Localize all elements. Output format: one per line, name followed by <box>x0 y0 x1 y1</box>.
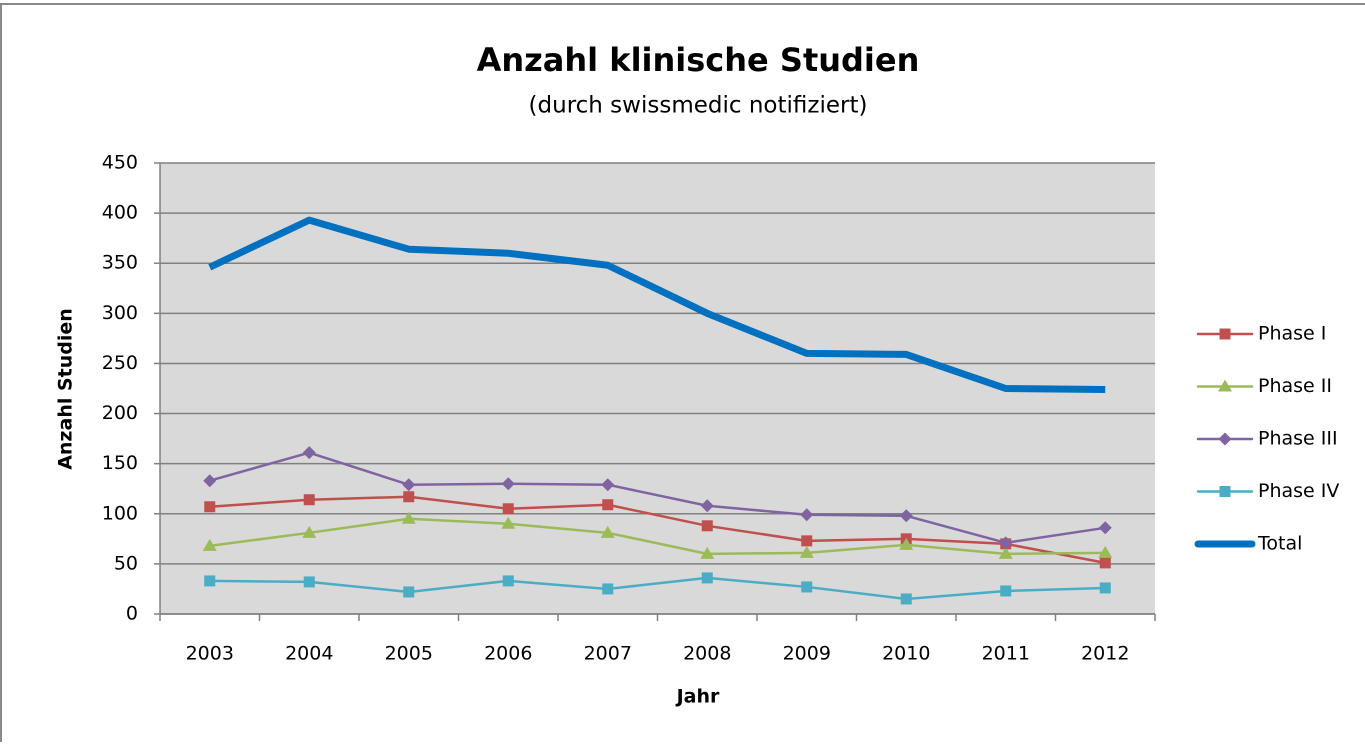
marker <box>601 478 615 492</box>
marker <box>899 509 913 523</box>
marker <box>799 545 814 558</box>
marker <box>1098 545 1113 558</box>
series-line <box>209 451 1106 545</box>
marker <box>501 477 515 491</box>
y-tick-label: 450 <box>102 152 138 174</box>
marker <box>502 503 514 515</box>
marker <box>1099 557 1111 569</box>
x-tick-label: 2007 <box>584 643 632 665</box>
marker <box>701 520 713 532</box>
marker <box>501 516 516 529</box>
series-line <box>209 495 1106 565</box>
marker <box>202 538 217 551</box>
marker <box>502 575 514 587</box>
chart-subtitle: (durch swissmedic notifiziert) <box>529 93 868 119</box>
y-axis-label: Anzahl Studien <box>55 308 77 470</box>
y-tick-label: 250 <box>102 352 138 374</box>
x-tick-label: 2010 <box>882 643 930 665</box>
y-tick-label: 350 <box>102 252 138 274</box>
x-tick-label: 2011 <box>982 643 1030 665</box>
marker <box>204 575 216 587</box>
marker <box>302 446 316 460</box>
marker <box>1219 486 1231 497</box>
y-tick-label: 50 <box>114 552 138 574</box>
marker <box>700 499 714 513</box>
marker <box>1218 432 1232 446</box>
marker <box>899 537 914 550</box>
legend-label: Total <box>1257 533 1302 555</box>
x-tick-label: 2006 <box>484 643 532 665</box>
chart-border <box>0 3 1365 746</box>
marker <box>403 586 415 598</box>
x-axis-label: Jahr <box>675 686 720 708</box>
marker <box>999 536 1013 550</box>
marker <box>1000 585 1012 597</box>
marker <box>602 583 614 595</box>
x-tick-label: 2004 <box>285 643 333 665</box>
series-line <box>209 576 1106 601</box>
y-tick-label: 300 <box>102 302 138 324</box>
marker <box>700 546 715 559</box>
y-tick-label: 400 <box>102 202 138 224</box>
marker <box>1099 582 1111 594</box>
marker <box>801 581 813 593</box>
marker <box>1219 328 1231 340</box>
marker <box>1098 521 1112 535</box>
marker <box>401 511 416 524</box>
marker <box>203 474 217 488</box>
x-tick-label: 2003 <box>186 643 234 665</box>
y-tick-label: 100 <box>102 502 138 524</box>
y-tick-label: 200 <box>102 402 138 424</box>
x-tick-label: 2008 <box>683 643 731 665</box>
legend-label: Phase II <box>1258 375 1332 397</box>
marker <box>302 525 317 538</box>
marker <box>600 525 615 538</box>
marker <box>701 572 713 584</box>
x-tick-label: 2009 <box>783 643 831 665</box>
series-line <box>208 216 1106 394</box>
marker <box>801 535 813 547</box>
x-tick-label: 2005 <box>385 643 433 665</box>
y-tick-label: 150 <box>102 452 138 474</box>
legend-label: Phase IV <box>1258 480 1339 502</box>
x-tick-label: 2012 <box>1081 643 1129 665</box>
legend-label: Phase III <box>1258 428 1338 450</box>
marker <box>303 576 315 588</box>
marker <box>602 499 614 511</box>
series-line <box>209 517 1106 556</box>
marker <box>998 546 1013 559</box>
marker <box>800 508 814 522</box>
marker <box>1218 379 1232 392</box>
marker <box>900 593 912 605</box>
marker <box>204 501 216 513</box>
y-tick-label: 0 <box>126 603 138 625</box>
chart-title: Anzahl klinische Studien <box>477 41 920 79</box>
marker <box>403 491 415 503</box>
marker <box>402 478 416 492</box>
legend-label: Phase I <box>1258 323 1326 345</box>
marker <box>303 494 315 506</box>
